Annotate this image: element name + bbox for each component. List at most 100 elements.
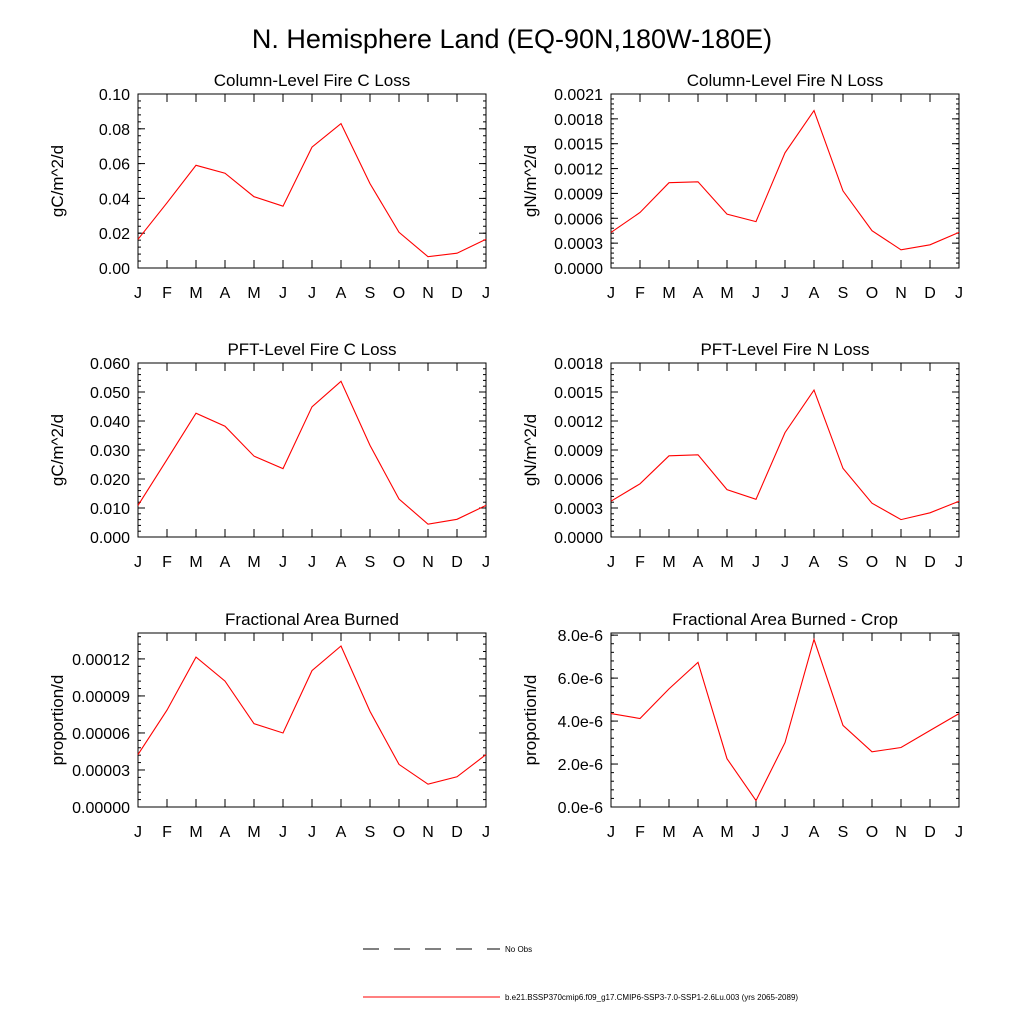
- x-tick-label: A: [336, 285, 347, 302]
- chart-panel: PFT-Level Fire N Loss gN/m^2/d 0.0000 0.000…: [521, 340, 963, 571]
- y-tick-label: 0.040: [90, 414, 130, 431]
- x-tick-label: A: [336, 824, 347, 841]
- x-tick-label: O: [393, 824, 405, 841]
- panel-title: Fractional Area Burned - Crop: [672, 610, 898, 629]
- plot-frame: [137, 93, 487, 269]
- series-line: [137, 122, 487, 258]
- x-tick-label: D: [924, 824, 936, 841]
- y-tick-label: 0.00009: [72, 689, 130, 706]
- panel-title: Fractional Area Burned: [225, 610, 399, 629]
- series-line: [610, 637, 960, 802]
- x-tick-label: O: [866, 554, 878, 571]
- x-tick-label: F: [162, 554, 172, 571]
- y-tick-label: 4.0e-6: [558, 714, 603, 731]
- x-tick-label: M: [720, 554, 733, 571]
- y-tick-label: 0.0018: [554, 356, 603, 373]
- x-tick-label: M: [662, 285, 675, 302]
- y-tick-label: 8.0e-6: [558, 628, 603, 645]
- x-tick-label: M: [189, 285, 202, 302]
- x-tick-label: A: [220, 824, 231, 841]
- chart-panel: Column-Level Fire N Loss gN/m^2/d 0.0000 0.…: [521, 71, 963, 302]
- panel-title: Column-Level Fire N Loss: [687, 71, 884, 90]
- x-tick-label: A: [220, 554, 231, 571]
- chart-panel: Fractional Area Burned - Crop proportion/…: [521, 610, 963, 841]
- x-tick-label: J: [955, 554, 963, 571]
- y-tick-label: 0.0006: [554, 472, 603, 489]
- x-tick-label: J: [752, 824, 760, 841]
- x-tick-label: J: [134, 285, 142, 302]
- y-tick-label: 6.0e-6: [558, 671, 603, 688]
- plot-frame: [137, 362, 487, 538]
- y-tick-label: 0.0009: [554, 186, 603, 203]
- panel-title: PFT-Level Fire N Loss: [700, 340, 869, 359]
- y-tick-label: 0.030: [90, 443, 130, 460]
- x-tick-label: J: [308, 554, 316, 571]
- x-tick-label: N: [895, 554, 907, 571]
- y-tick-label: 0.0012: [554, 414, 603, 431]
- x-tick-label: M: [662, 824, 675, 841]
- x-tick-label: N: [422, 285, 434, 302]
- y-tick-label: 0.0018: [554, 112, 603, 129]
- x-tick-label: S: [365, 554, 376, 571]
- y-tick-label: 0.0015: [554, 137, 603, 154]
- x-tick-label: J: [955, 824, 963, 841]
- y-tick-label: 0.00000: [72, 800, 130, 817]
- x-tick-label: S: [365, 824, 376, 841]
- x-tick-label: J: [308, 824, 316, 841]
- y-axis-label: proportion/d: [521, 675, 540, 766]
- x-tick-label: M: [720, 824, 733, 841]
- plot-frame: [610, 632, 960, 808]
- x-tick-label: J: [607, 824, 615, 841]
- panel-title: PFT-Level Fire C Loss: [227, 340, 396, 359]
- x-tick-label: A: [809, 554, 820, 571]
- x-tick-label: N: [895, 824, 907, 841]
- plot-frame: [137, 632, 487, 808]
- x-tick-label: M: [247, 824, 260, 841]
- x-tick-label: J: [781, 554, 789, 571]
- x-tick-label: F: [162, 285, 172, 302]
- x-tick-label: O: [393, 554, 405, 571]
- x-tick-label: O: [866, 824, 878, 841]
- x-tick-label: D: [924, 285, 936, 302]
- y-tick-label: 0.00003: [72, 763, 130, 780]
- x-tick-label: A: [693, 554, 704, 571]
- y-tick-label: 0.0012: [554, 162, 603, 179]
- y-tick-label: 0.08: [99, 122, 130, 139]
- x-tick-label: J: [279, 554, 287, 571]
- x-tick-label: S: [838, 285, 849, 302]
- x-tick-label: J: [279, 824, 287, 841]
- legend-obs-label: No Obs: [505, 945, 532, 954]
- x-tick-label: F: [635, 554, 645, 571]
- x-tick-label: J: [752, 554, 760, 571]
- y-tick-label: 0.060: [90, 356, 130, 373]
- x-tick-label: D: [924, 554, 936, 571]
- x-tick-label: D: [451, 824, 463, 841]
- x-tick-label: J: [607, 554, 615, 571]
- x-tick-label: D: [451, 285, 463, 302]
- x-tick-label: J: [482, 824, 490, 841]
- x-tick-label: M: [247, 554, 260, 571]
- series-line: [137, 645, 487, 785]
- x-tick-label: J: [134, 554, 142, 571]
- x-tick-label: A: [220, 285, 231, 302]
- y-axis-label: gC/m^2/d: [48, 414, 67, 486]
- y-tick-label: 0.06: [99, 157, 130, 174]
- x-tick-label: O: [866, 285, 878, 302]
- y-axis-label: proportion/d: [48, 675, 67, 766]
- x-tick-label: J: [482, 554, 490, 571]
- x-tick-label: S: [838, 824, 849, 841]
- x-tick-label: F: [635, 285, 645, 302]
- y-tick-label: 0.0015: [554, 385, 603, 402]
- y-tick-label: 0.02: [99, 226, 130, 243]
- y-tick-label: 0.0009: [554, 443, 603, 460]
- x-tick-label: J: [308, 285, 316, 302]
- x-tick-label: N: [895, 285, 907, 302]
- x-tick-label: S: [838, 554, 849, 571]
- x-tick-label: F: [635, 824, 645, 841]
- y-tick-label: 0.0000: [554, 261, 603, 278]
- figure-title: N. Hemisphere Land (EQ-90N,180W-180E): [252, 24, 772, 54]
- y-tick-label: 0.0003: [554, 501, 603, 518]
- panel-title: Column-Level Fire C Loss: [214, 71, 411, 90]
- y-tick-label: 0.00012: [72, 652, 130, 669]
